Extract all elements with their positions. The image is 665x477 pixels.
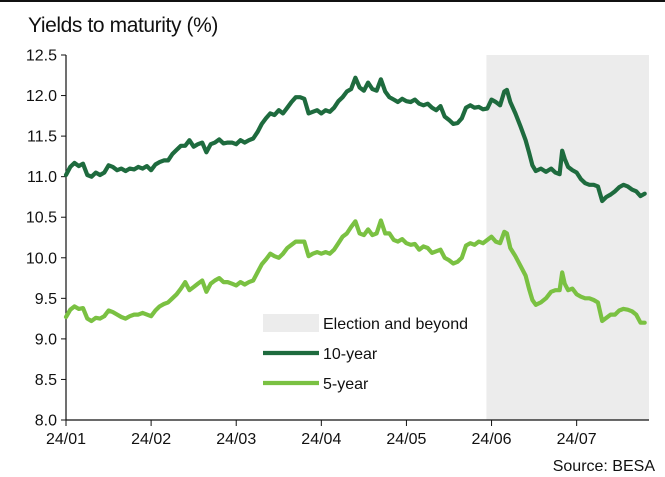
y-tick-label: 12.0 (26, 88, 57, 105)
y-tick-label: 10.0 (26, 250, 57, 267)
x-tick-label: 24/04 (301, 431, 341, 448)
legend-label-10-year: 10-year (323, 346, 378, 363)
legend-swatch-election (263, 314, 319, 332)
series-line-5-year (63, 218, 647, 325)
x-tick-label: 24/06 (472, 431, 512, 448)
x-tick-label: 24/01 (46, 431, 86, 448)
legend-label-5-year: 5-year (323, 376, 369, 393)
y-tick-label: 10.5 (26, 210, 57, 227)
x-tick-label: 24/02 (131, 431, 171, 448)
x-tick-label: 24/05 (386, 431, 426, 448)
x-tick-label: 24/03 (216, 431, 256, 448)
y-tick-label: 12.5 (26, 48, 57, 65)
source-note: Source: BESA (552, 458, 655, 475)
chart-title: Yields to maturity (%) (28, 14, 218, 37)
y-tick-label: 8.0 (35, 413, 57, 430)
y-tick-label: 11.5 (27, 129, 57, 146)
legend-label-election: Election and beyond (323, 316, 468, 333)
x-tick-label: 24/07 (557, 431, 597, 448)
y-tick-label: 9.0 (35, 331, 57, 348)
y-tick-label: 9.5 (35, 291, 57, 308)
y-tick-label: 8.5 (35, 372, 57, 389)
election-shaded-region (486, 55, 649, 420)
series-line-10-year (63, 75, 647, 204)
top-rule (0, 0, 665, 2)
y-tick-label: 11.0 (27, 169, 57, 186)
